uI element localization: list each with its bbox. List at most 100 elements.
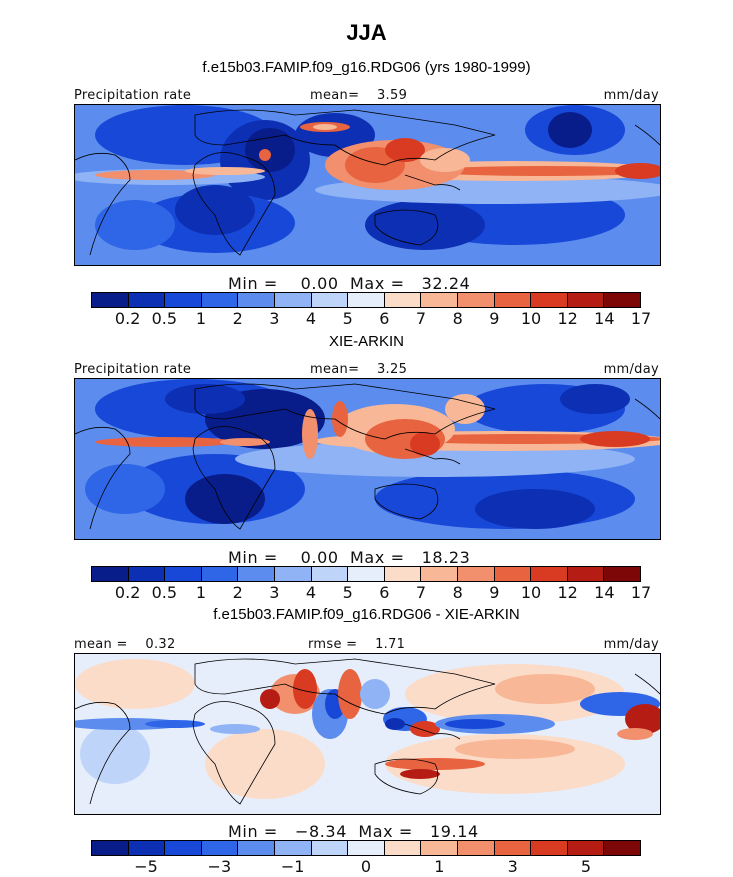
colorbar-swatch bbox=[531, 293, 568, 307]
colorbar-swatch bbox=[421, 293, 458, 307]
colorbar-swatch bbox=[165, 841, 202, 855]
colorbar-swatch bbox=[274, 841, 312, 855]
colorbar-tick-label: 6 bbox=[379, 583, 390, 602]
colorbar-tick-label: 9 bbox=[489, 309, 500, 328]
colorbar-swatch bbox=[92, 567, 129, 581]
colorbar-swatch bbox=[165, 567, 202, 581]
panel-2-units-label: mm/day bbox=[603, 362, 659, 377]
colorbar-swatch bbox=[604, 567, 640, 581]
colorbar-swatch bbox=[128, 841, 166, 855]
panel-1-variable-label: Precipitation rate bbox=[74, 88, 192, 103]
colorbar-swatch bbox=[457, 841, 495, 855]
panel-1-precip-map bbox=[74, 104, 661, 266]
panel-3-colorbar bbox=[91, 840, 641, 856]
colorbar-tick-label: 4 bbox=[305, 583, 317, 602]
colorbar-swatch bbox=[384, 841, 422, 855]
colorbar-swatch bbox=[421, 841, 458, 855]
colorbar-tick-label: 7 bbox=[415, 583, 427, 602]
colorbar-swatch bbox=[348, 841, 385, 855]
panel-2-minmax: Min = 0.00 Max = 18.23 bbox=[228, 548, 471, 567]
panel-1-title: f.e15b03.FAMIP.f09_g16.RDG06 (yrs 1980-1… bbox=[202, 59, 531, 76]
colorbar-swatch bbox=[348, 293, 385, 307]
panel-2-mean-label: mean= 3.25 bbox=[310, 362, 408, 377]
colorbar-swatch bbox=[238, 567, 275, 581]
colorbar-swatch bbox=[604, 293, 640, 307]
colorbar-swatch bbox=[201, 841, 239, 855]
colorbar-swatch bbox=[238, 293, 275, 307]
colorbar-swatch bbox=[238, 841, 275, 855]
colorbar-swatch bbox=[421, 567, 458, 581]
colorbar-swatch bbox=[457, 293, 495, 307]
colorbar-swatch bbox=[494, 293, 532, 307]
panel-3-units-label: mm/day bbox=[603, 637, 659, 652]
colorbar-tick-label: 1 bbox=[434, 857, 445, 876]
colorbar-swatch bbox=[567, 567, 605, 581]
colorbar-tick-label: 5 bbox=[580, 857, 592, 876]
colorbar-swatch bbox=[494, 841, 532, 855]
colorbar-tick-label: 2 bbox=[232, 583, 243, 602]
colorbar-tick-label: 12 bbox=[557, 583, 578, 602]
panel-2-title: XIE-ARKIN bbox=[328, 333, 404, 350]
colorbar-tick-label: 1 bbox=[195, 583, 207, 602]
panel-1-mean-label: mean= 3.59 bbox=[310, 88, 408, 103]
colorbar-swatch bbox=[92, 841, 129, 855]
panel-1-colorbar bbox=[91, 292, 641, 308]
panel-3-rmse-label: rmse = 1.71 bbox=[308, 637, 406, 652]
colorbar-tick-label: 7 bbox=[415, 309, 427, 328]
colorbar-swatch bbox=[348, 567, 385, 581]
colorbar-swatch bbox=[128, 293, 166, 307]
panel-3-difference-map bbox=[74, 653, 661, 815]
colorbar-swatch bbox=[274, 567, 312, 581]
colorbar-tick-label: 3 bbox=[269, 309, 280, 328]
colorbar-tick-label: −1 bbox=[280, 857, 305, 876]
colorbar-swatch bbox=[567, 841, 605, 855]
colorbar-tick-label: 3 bbox=[269, 583, 280, 602]
panel-3-mean-label: mean = 0.32 bbox=[74, 637, 176, 652]
colorbar-tick-label: 5 bbox=[342, 583, 353, 602]
colorbar-tick-label: −5 bbox=[134, 857, 158, 876]
colorbar-swatch bbox=[531, 841, 568, 855]
colorbar-tick-label: 14 bbox=[594, 309, 615, 328]
colorbar-swatch bbox=[531, 567, 568, 581]
colorbar-tick-label: 1 bbox=[195, 309, 207, 328]
colorbar-tick-label: 14 bbox=[594, 583, 615, 602]
colorbar-swatch bbox=[384, 293, 422, 307]
colorbar-tick-label: 2 bbox=[232, 309, 243, 328]
colorbar-tick-label: 17 bbox=[630, 583, 652, 602]
colorbar-tick-label: 0.5 bbox=[151, 583, 178, 602]
colorbar-tick-label: 12 bbox=[557, 309, 578, 328]
colorbar-swatch bbox=[201, 567, 239, 581]
colorbar-swatch bbox=[165, 293, 202, 307]
panel-2-colorbar-ticks: 0.2 0.5 1 2 3 4 5 6 7 8 9 10 12 14 17 bbox=[91, 583, 651, 603]
panel-2-colorbar bbox=[91, 566, 641, 582]
panel-2-precip-map bbox=[74, 378, 661, 540]
colorbar-tick-label: 8 bbox=[452, 583, 463, 602]
figure-title: JJA bbox=[346, 20, 387, 45]
colorbar-swatch bbox=[128, 567, 166, 581]
colorbar-swatch bbox=[457, 567, 495, 581]
colorbar-tick-label: 9 bbox=[489, 583, 500, 602]
panel-1-minmax: Min = 0.00 Max = 32.24 bbox=[228, 274, 471, 293]
colorbar-swatch bbox=[311, 293, 349, 307]
panel-3-minmax: Min = −8.34 Max = 19.14 bbox=[228, 822, 479, 841]
colorbar-tick-label: −3 bbox=[207, 857, 232, 876]
colorbar-swatch bbox=[567, 293, 605, 307]
colorbar-tick-label: 0.2 bbox=[114, 309, 141, 328]
colorbar-tick-label: 0 bbox=[360, 857, 372, 876]
colorbar-tick-label: 0.2 bbox=[114, 583, 141, 602]
colorbar-swatch bbox=[311, 567, 349, 581]
colorbar-tick-label: 6 bbox=[379, 309, 390, 328]
colorbar-swatch bbox=[384, 567, 422, 581]
colorbar-swatch bbox=[92, 293, 129, 307]
panel-1-units-label: mm/day bbox=[603, 88, 659, 103]
colorbar-tick-label: 10 bbox=[520, 583, 542, 602]
colorbar-tick-label: 4 bbox=[305, 309, 317, 328]
colorbar-swatch bbox=[311, 841, 349, 855]
colorbar-tick-label: 8 bbox=[452, 309, 463, 328]
panel-3-title: f.e15b03.FAMIP.f09_g16.RDG06 - XIE-ARKIN bbox=[213, 606, 520, 623]
colorbar-swatch bbox=[274, 293, 312, 307]
colorbar-tick-label: 17 bbox=[630, 309, 652, 328]
colorbar-swatch bbox=[604, 841, 640, 855]
panel-1-colorbar-ticks: 0.2 0.5 1 2 3 4 5 6 7 8 9 10 12 14 17 bbox=[91, 309, 651, 329]
colorbar-tick-label: 0.5 bbox=[151, 309, 178, 328]
